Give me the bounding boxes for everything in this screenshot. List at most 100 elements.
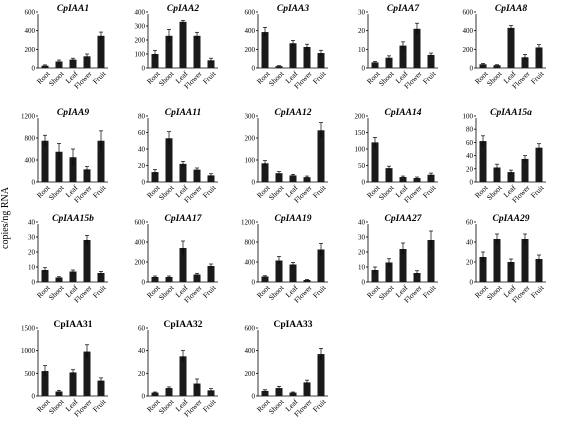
y-tick-label: 500 <box>25 370 36 378</box>
y-tick-label: 0 <box>142 179 146 187</box>
y-tick-label: 10 <box>358 46 366 54</box>
bar-fruit <box>535 147 543 182</box>
bar-flower <box>303 382 311 396</box>
y-tick-label: 0 <box>362 179 366 187</box>
y-tick-label: 100 <box>463 113 474 121</box>
bar-root <box>371 62 379 68</box>
bar-leaf <box>399 177 407 182</box>
y-tick-label: 200 <box>245 135 256 143</box>
y-tick-label: 40 <box>466 239 474 247</box>
y-tick-label: 0 <box>32 179 36 187</box>
y-tick-label: 30 <box>358 9 366 17</box>
bar-fruit <box>97 380 105 396</box>
y-tick-label: 400 <box>135 239 146 247</box>
y-tick-label: 20 <box>466 259 474 267</box>
y-tick-label: 400 <box>135 9 146 17</box>
chart-title: CpIAA33 <box>273 320 312 330</box>
y-axis-label-row1: copies/ng RNA <box>0 187 11 249</box>
y-tick-label: 0 <box>252 65 256 73</box>
chart-title: CpIAA27 <box>385 214 423 224</box>
bar-root <box>261 276 269 282</box>
bar-shoot <box>493 167 501 182</box>
bar-root <box>371 270 379 282</box>
y-tick-label: 60 <box>138 129 146 137</box>
bar-root <box>41 371 49 396</box>
bar-flower <box>413 28 421 68</box>
bar-leaf <box>289 392 297 396</box>
chart-cpiaa2: CpIAA20100200300400RootShootLeafFlowerFr… <box>135 4 219 91</box>
y-tick-label: 200 <box>135 37 146 45</box>
bar-root <box>261 163 269 182</box>
category-label: Fruit <box>421 183 438 200</box>
y-tick-label: 200 <box>245 46 256 54</box>
bar-leaf <box>399 45 407 68</box>
bar-shoot <box>165 35 173 68</box>
category-label: Fruit <box>421 69 438 86</box>
chart-title: CpIAA9 <box>57 108 89 118</box>
y-tick-label: 600 <box>463 9 474 17</box>
bar-fruit <box>207 60 215 68</box>
y-tick-label: 100 <box>245 157 256 165</box>
bar-flower <box>303 177 311 182</box>
y-tick-label: 20 <box>358 27 366 35</box>
y-tick-label: 300 <box>135 23 146 31</box>
bar-shoot <box>385 262 393 282</box>
bar-leaf <box>289 175 297 182</box>
category-label: Fruit <box>201 183 218 200</box>
category-label: Fruit <box>311 69 328 86</box>
y-tick-label: 20 <box>358 249 366 257</box>
bar-fruit <box>317 130 325 182</box>
y-tick-label: 600 <box>245 325 256 333</box>
bar-shoot <box>165 388 173 396</box>
chart-title: CpIAA12 <box>275 108 312 118</box>
bar-fruit <box>317 354 325 396</box>
y-tick-label: 300 <box>245 113 256 121</box>
bar-flower <box>413 273 421 282</box>
y-tick-label: 1000 <box>21 347 36 355</box>
bar-fruit <box>97 140 105 182</box>
bar-fruit <box>97 273 105 282</box>
bar-shoot <box>165 138 173 182</box>
y-tick-label: 400 <box>25 157 36 165</box>
bar-root <box>41 140 49 182</box>
bar-flower <box>413 178 421 182</box>
y-tick-label: 40 <box>138 347 146 355</box>
bar-fruit <box>535 259 543 282</box>
chart-cpiaa31: CpIAA31050010001500RootShootLeafFlowerFr… <box>21 320 108 419</box>
bar-root <box>479 64 487 68</box>
bar-fruit <box>427 174 435 182</box>
y-tick-label: 1200 <box>241 219 256 227</box>
y-tick-label: 80 <box>138 113 146 121</box>
bar-shoot <box>385 168 393 182</box>
bar-shoot <box>275 173 283 182</box>
chart-title: CpIAA15b <box>52 214 94 224</box>
bar-root <box>261 32 269 68</box>
category-label: Fruit <box>91 69 108 86</box>
y-tick-label: 60 <box>466 139 474 147</box>
y-tick-label: 40 <box>28 219 36 227</box>
bar-flower <box>303 280 311 282</box>
bar-shoot <box>493 239 501 282</box>
y-tick-label: 200 <box>135 259 146 267</box>
chart-title: CpIAA17 <box>165 214 203 224</box>
chart-title: CpIAA14 <box>385 108 422 118</box>
y-tick-label: 200 <box>463 46 474 54</box>
y-tick-label: 60 <box>466 219 474 227</box>
bar-shoot <box>275 388 283 396</box>
bar-flower <box>193 274 201 282</box>
bar-root <box>479 257 487 282</box>
y-tick-label: 0 <box>32 65 36 73</box>
bar-fruit <box>207 390 215 396</box>
y-tick-label: 400 <box>245 27 256 35</box>
y-tick-label: 0 <box>470 179 474 187</box>
y-tick-label: 1500 <box>21 325 36 333</box>
y-tick-label: 400 <box>25 27 36 35</box>
bar-flower <box>303 47 311 68</box>
chart-title: CpIAA3 <box>277 4 309 14</box>
chart-title: CpIAA29 <box>493 214 530 224</box>
y-tick-label: 800 <box>25 135 36 143</box>
